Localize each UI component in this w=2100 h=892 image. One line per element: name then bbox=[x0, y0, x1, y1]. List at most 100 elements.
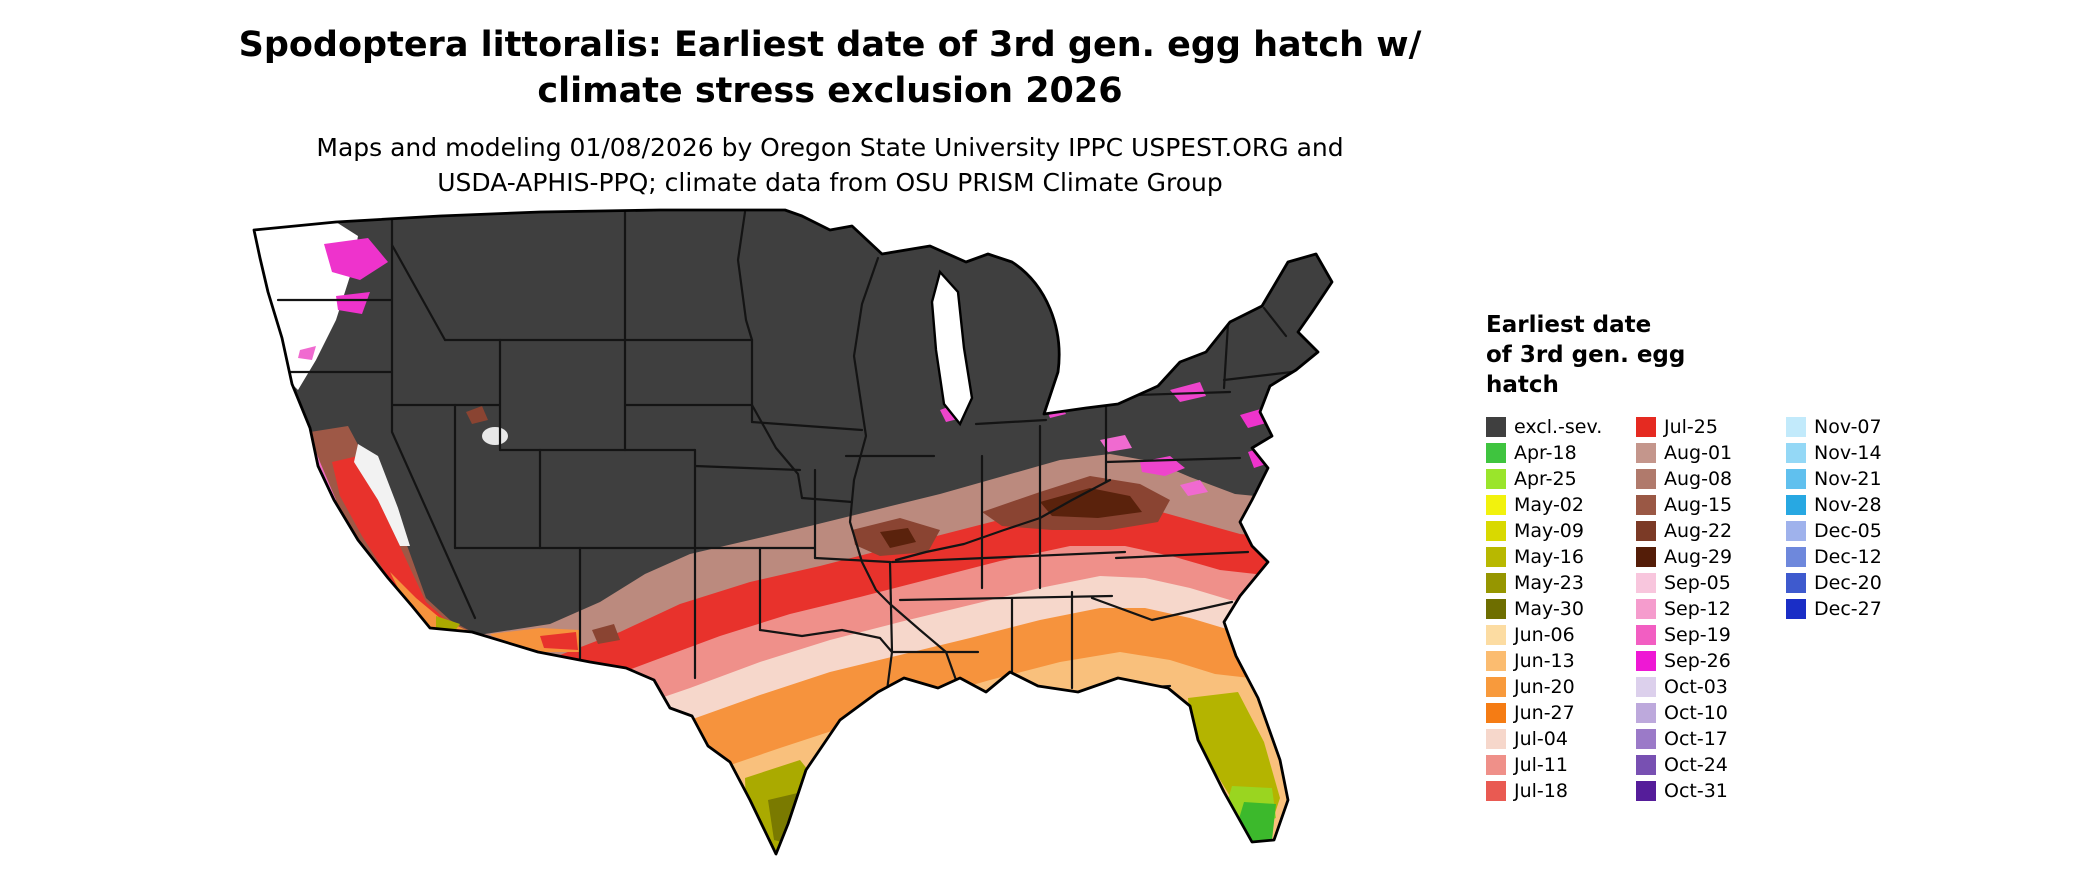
legend-swatch bbox=[1636, 677, 1656, 697]
region-arizona-jul bbox=[540, 632, 578, 650]
region-sierra-white bbox=[354, 444, 410, 546]
legend-entry: May-30 bbox=[1486, 596, 1636, 622]
legend-swatch bbox=[1786, 599, 1806, 619]
legend-swatch bbox=[1486, 781, 1506, 801]
legend-label: Oct-24 bbox=[1664, 754, 1728, 776]
legend-entry: Nov-07 bbox=[1786, 414, 1936, 440]
legend-swatch bbox=[1486, 729, 1506, 749]
legend-label: May-16 bbox=[1514, 546, 1584, 568]
region-sep-patch bbox=[1100, 435, 1132, 452]
legend-entry: May-09 bbox=[1486, 518, 1636, 544]
legend-label: Aug-29 bbox=[1664, 546, 1733, 568]
legend-entry: Aug-08 bbox=[1636, 466, 1786, 492]
legend-columns: excl.-sev. Apr-18 Apr-25 May-02 May-09 May-16… bbox=[1486, 414, 1956, 804]
legend-title-line-3: hatch bbox=[1486, 372, 1559, 398]
legend-swatch bbox=[1486, 677, 1506, 697]
legend-swatch bbox=[1636, 729, 1656, 749]
legend-swatch bbox=[1486, 469, 1506, 489]
legend-swatch bbox=[1636, 755, 1656, 775]
legend-label: Sep-26 bbox=[1664, 650, 1731, 672]
region-sep-patch bbox=[1180, 480, 1208, 496]
legend-entry: excl.-sev. bbox=[1486, 414, 1636, 440]
lake-michigan bbox=[930, 269, 974, 427]
legend-label: Dec-27 bbox=[1814, 598, 1882, 620]
legend-swatch bbox=[1486, 443, 1506, 463]
legend-entry: Dec-27 bbox=[1786, 596, 1936, 622]
legend-entry: Jul-25 bbox=[1636, 414, 1786, 440]
legend-entry: Oct-10 bbox=[1636, 700, 1786, 726]
legend-swatch bbox=[1486, 521, 1506, 541]
great-salt-lake bbox=[482, 427, 508, 445]
legend-label: Dec-20 bbox=[1814, 572, 1882, 594]
subtitle-line-1: Maps and modeling 01/08/2026 by Oregon S… bbox=[316, 133, 1344, 162]
legend-swatch bbox=[1786, 573, 1806, 593]
title-line-1: Spodoptera littoralis: Earliest date of … bbox=[238, 25, 1422, 65]
legend-label: Oct-31 bbox=[1664, 780, 1728, 802]
legend-swatch bbox=[1786, 495, 1806, 515]
us-choropleth-map bbox=[240, 200, 1400, 886]
region-sep-patch bbox=[1170, 382, 1206, 402]
legend-entry: Sep-05 bbox=[1636, 570, 1786, 596]
legend-swatch bbox=[1636, 599, 1656, 619]
legend-label: Nov-21 bbox=[1814, 468, 1882, 490]
region-florida-apr-18 bbox=[1238, 802, 1276, 842]
legend-entry: Jul-18 bbox=[1486, 778, 1636, 804]
legend-swatch bbox=[1786, 547, 1806, 567]
legend-label: Jun-06 bbox=[1514, 624, 1575, 646]
us-outline bbox=[252, 208, 1334, 856]
legend-label: Nov-07 bbox=[1814, 416, 1882, 438]
header: Spodoptera littoralis: Earliest date of … bbox=[0, 22, 1660, 200]
legend-swatch bbox=[1486, 755, 1506, 775]
map-fill-layers bbox=[254, 210, 1332, 854]
legend-label: Apr-25 bbox=[1514, 468, 1577, 490]
legend-entry: Dec-20 bbox=[1786, 570, 1936, 596]
legend-swatch bbox=[1786, 521, 1806, 541]
legend-entry: Jun-27 bbox=[1486, 700, 1636, 726]
legend-label: Aug-01 bbox=[1664, 442, 1733, 464]
legend-entry: Nov-28 bbox=[1786, 492, 1936, 518]
legend-swatch bbox=[1486, 625, 1506, 645]
legend-swatch bbox=[1486, 547, 1506, 567]
legend-label: Jul-04 bbox=[1514, 728, 1568, 750]
legend-entry: May-16 bbox=[1486, 544, 1636, 570]
legend-entry: Jul-04 bbox=[1486, 726, 1636, 752]
legend-swatch bbox=[1636, 495, 1656, 515]
region-california-jul bbox=[332, 456, 446, 620]
legend-swatch bbox=[1486, 573, 1506, 593]
page-subtitle: Maps and modeling 01/08/2026 by Oregon S… bbox=[0, 130, 1660, 200]
legend-label: excl.-sev. bbox=[1514, 416, 1603, 438]
legend-swatch bbox=[1486, 651, 1506, 671]
legend-label: Jul-18 bbox=[1514, 780, 1568, 802]
legend-label: Sep-19 bbox=[1664, 624, 1731, 646]
legend-entry: May-02 bbox=[1486, 492, 1636, 518]
legend-label: May-23 bbox=[1514, 572, 1584, 594]
legend-swatch bbox=[1636, 625, 1656, 645]
legend-label: Nov-14 bbox=[1814, 442, 1882, 464]
title-line-2: climate stress exclusion 2026 bbox=[537, 71, 1123, 111]
region-puget-sep bbox=[324, 238, 388, 280]
legend-entry: Jun-06 bbox=[1486, 622, 1636, 648]
legend: Earliest date of 3rd gen. egg hatch excl… bbox=[1486, 310, 1956, 804]
legend-swatch bbox=[1486, 599, 1506, 619]
legend-title: Earliest date of 3rd gen. egg hatch bbox=[1486, 310, 1956, 400]
legend-title-line-2: of 3rd gen. egg bbox=[1486, 342, 1686, 368]
legend-entry: Aug-22 bbox=[1636, 518, 1786, 544]
legend-column: excl.-sev. Apr-18 Apr-25 May-02 May-09 May-16… bbox=[1486, 414, 1636, 804]
legend-entry: Aug-01 bbox=[1636, 440, 1786, 466]
legend-label: Jun-13 bbox=[1514, 650, 1575, 672]
legend-entry: May-23 bbox=[1486, 570, 1636, 596]
legend-swatch bbox=[1636, 417, 1656, 437]
region-appalachia-aug-dark bbox=[1040, 488, 1142, 518]
legend-entry: Apr-18 bbox=[1486, 440, 1636, 466]
legend-swatch bbox=[1636, 781, 1656, 801]
legend-swatch bbox=[1486, 703, 1506, 723]
legend-label: Aug-15 bbox=[1664, 494, 1733, 516]
region-new-mexico-aug bbox=[592, 624, 620, 644]
legend-swatch bbox=[1636, 651, 1656, 671]
legend-label: Nov-28 bbox=[1814, 494, 1882, 516]
region-yellowstone-patch bbox=[466, 406, 488, 424]
legend-label: Oct-10 bbox=[1664, 702, 1728, 724]
page-title: Spodoptera littoralis: Earliest date of … bbox=[0, 22, 1660, 114]
legend-label: Jun-27 bbox=[1514, 702, 1575, 724]
